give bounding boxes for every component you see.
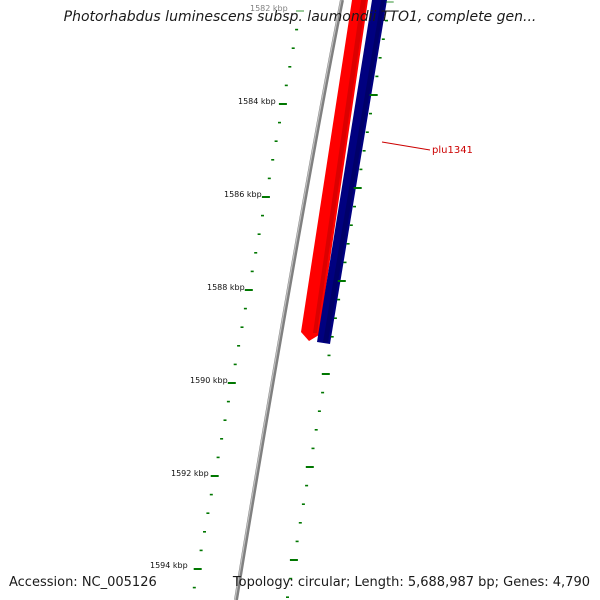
ruler-ticks-outer: [286, 1, 394, 599]
ruler-label-1588: 1588 kbp: [207, 283, 245, 292]
forward-gene-shade: [313, 0, 366, 333]
ruler-label-1590: 1590 kbp: [190, 376, 228, 385]
accession-text: Accession: NC_005126: [9, 575, 157, 590]
plu1341-leader-line: [381, 141, 431, 151]
plu1341-gene-shade: [323, 0, 385, 342]
genome-backbone-highlight: [234, 0, 342, 600]
genome-backbone: [234, 0, 344, 600]
genome-summary-text: Topology: circular; Length: 5,688,987 bp…: [232, 575, 590, 590]
ruler-label-1584: 1584 kbp: [238, 97, 276, 106]
ruler-label-1592: 1592 kbp: [171, 469, 209, 478]
ruler-label-1586: 1586 kbp: [224, 190, 262, 199]
plu1341-label[interactable]: plu1341: [432, 145, 473, 156]
ruler-labels: 1582 kbp 1584 kbp 1586 kbp 1588 kbp 1590…: [150, 4, 288, 570]
ruler-ticks-inner: [192, 10, 304, 589]
genome-title: Photorhabdus luminescens subsp. laumondi…: [63, 9, 537, 25]
ruler-label-1594: 1594 kbp: [150, 561, 188, 570]
ruler-label-1582: 1582 kbp: [250, 4, 288, 13]
